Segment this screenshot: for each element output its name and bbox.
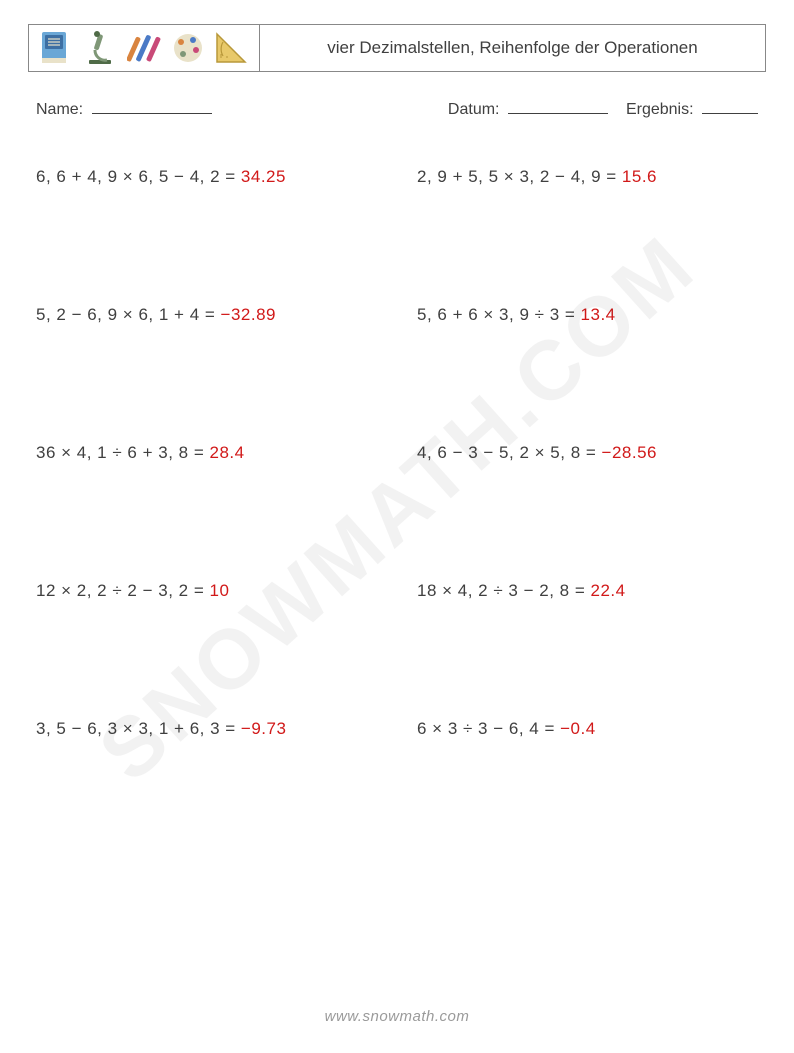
problem-answer: 10 xyxy=(209,581,229,600)
problem-item: 2, 9 + 5, 5 × 3, 2 − 4, 9 = 15.6 xyxy=(417,167,758,187)
worksheet-page: vier Dezimalstellen, Reihenfolge der Ope… xyxy=(0,0,794,739)
problem-answer: 13.4 xyxy=(581,305,616,324)
problem-expression: 36 × 4, 1 ÷ 6 + 3, 8 = xyxy=(36,443,209,462)
meta-date: Datum: xyxy=(448,98,608,119)
problem-item: 12 × 2, 2 ÷ 2 − 3, 2 = 10 xyxy=(36,581,377,601)
problem-answer: 34.25 xyxy=(241,167,286,186)
problem-answer: −0.4 xyxy=(560,719,596,738)
problem-expression: 5, 2 − 6, 9 × 6, 1 + 4 = xyxy=(36,305,221,324)
problem-answer: −32.89 xyxy=(221,305,276,324)
problem-answer: −9.73 xyxy=(241,719,287,738)
problem-item: 3, 5 − 6, 3 × 3, 1 + 6, 3 = −9.73 xyxy=(36,719,377,739)
problem-item: 18 × 4, 2 ÷ 3 − 2, 8 = 22.4 xyxy=(417,581,758,601)
problem-item: 4, 6 − 3 − 5, 2 × 5, 8 = −28.56 xyxy=(417,443,758,463)
book-icon xyxy=(39,30,73,66)
header-bar: vier Dezimalstellen, Reihenfolge der Ope… xyxy=(28,24,766,72)
problem-expression: 12 × 2, 2 ÷ 2 − 3, 2 = xyxy=(36,581,209,600)
problem-expression: 5, 6 + 6 × 3, 9 ÷ 3 = xyxy=(417,305,581,324)
problem-item: 5, 2 − 6, 9 × 6, 1 + 4 = −32.89 xyxy=(36,305,377,325)
problem-expression: 18 × 4, 2 ÷ 3 − 2, 8 = xyxy=(417,581,590,600)
pencils-icon xyxy=(127,30,161,66)
palette-icon xyxy=(171,30,205,66)
problem-expression: 6, 6 + 4, 9 × 6, 5 − 4, 2 = xyxy=(36,167,241,186)
problem-item: 6 × 3 ÷ 3 − 6, 4 = −0.4 xyxy=(417,719,758,739)
problem-answer: 22.4 xyxy=(590,581,625,600)
problem-expression: 6 × 3 ÷ 3 − 6, 4 = xyxy=(417,719,560,738)
date-blank xyxy=(508,98,608,114)
problems-grid: 6, 6 + 4, 9 × 6, 5 − 4, 2 = 34.25 2, 9 +… xyxy=(28,167,766,739)
problem-item: 5, 6 + 6 × 3, 9 ÷ 3 = 13.4 xyxy=(417,305,758,325)
protractor-icon xyxy=(215,30,249,66)
problem-expression: 2, 9 + 5, 5 × 3, 2 − 4, 9 = xyxy=(417,167,622,186)
icon-strip xyxy=(29,25,260,71)
microscope-icon xyxy=(83,30,117,66)
problem-answer: 28.4 xyxy=(209,443,244,462)
problem-answer: 15.6 xyxy=(622,167,657,186)
problem-item: 36 × 4, 1 ÷ 6 + 3, 8 = 28.4 xyxy=(36,443,377,463)
worksheet-title: vier Dezimalstellen, Reihenfolge der Ope… xyxy=(260,25,765,71)
problem-item: 6, 6 + 4, 9 × 6, 5 − 4, 2 = 34.25 xyxy=(36,167,377,187)
result-label: Ergebnis: xyxy=(626,101,694,118)
meta-result: Ergebnis: xyxy=(626,98,758,119)
meta-name: Name: xyxy=(28,98,212,119)
meta-row: Name: Datum: Ergebnis: xyxy=(28,98,766,119)
result-blank xyxy=(702,98,758,114)
footer-url: www.snowmath.com xyxy=(0,1008,794,1025)
problem-answer: −28.56 xyxy=(602,443,657,462)
problem-expression: 3, 5 − 6, 3 × 3, 1 + 6, 3 = xyxy=(36,719,241,738)
name-blank xyxy=(92,98,212,114)
problem-expression: 4, 6 − 3 − 5, 2 × 5, 8 = xyxy=(417,443,602,462)
name-label: Name: xyxy=(36,101,83,118)
date-label: Datum: xyxy=(448,101,500,118)
